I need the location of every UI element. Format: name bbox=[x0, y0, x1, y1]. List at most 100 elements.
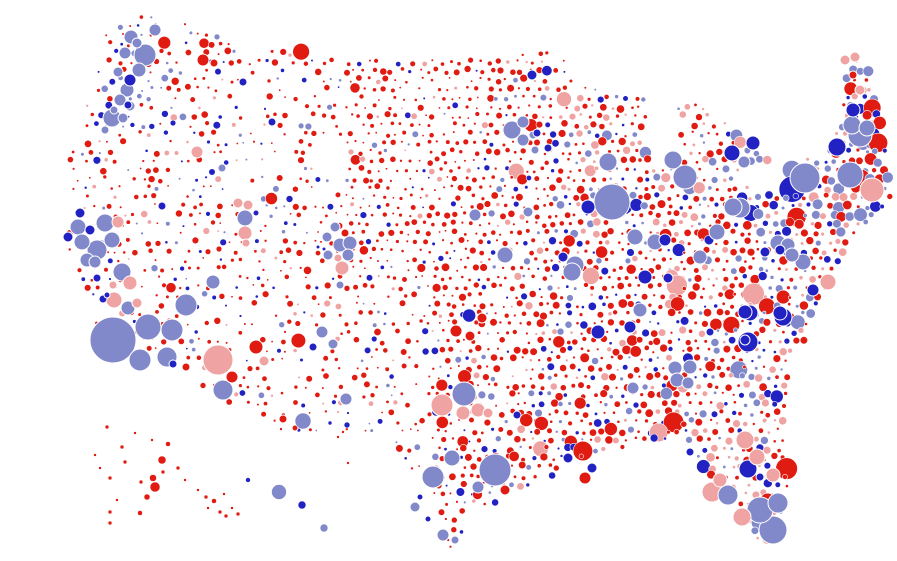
metro-bubble bbox=[712, 472, 728, 488]
county-dot bbox=[180, 202, 186, 208]
county-dot bbox=[527, 103, 531, 108]
county-dot bbox=[820, 231, 825, 237]
county-dot bbox=[410, 112, 418, 120]
county-dot bbox=[727, 455, 732, 460]
county-dot bbox=[724, 331, 729, 337]
county-dot bbox=[442, 112, 447, 116]
county-dot bbox=[308, 427, 313, 432]
county-dot bbox=[541, 222, 548, 229]
county-dot bbox=[490, 249, 496, 256]
county-dot bbox=[547, 437, 555, 445]
county-dot bbox=[445, 175, 449, 179]
county-dot bbox=[197, 106, 202, 110]
county-dot bbox=[861, 93, 868, 100]
county-dot bbox=[718, 371, 726, 379]
county-dot bbox=[476, 277, 481, 282]
county-dot bbox=[292, 240, 298, 246]
county-dot bbox=[683, 228, 692, 237]
county-dot bbox=[528, 290, 537, 298]
county-dot bbox=[455, 269, 459, 273]
county-dot bbox=[184, 48, 192, 56]
county-dot bbox=[420, 187, 425, 192]
county-dot bbox=[575, 375, 579, 380]
county-dot bbox=[653, 371, 662, 379]
county-dot bbox=[96, 70, 101, 74]
county-dot bbox=[569, 362, 577, 371]
metro-bubble bbox=[772, 305, 788, 321]
county-dot bbox=[533, 256, 539, 262]
county-dot bbox=[569, 330, 574, 335]
county-dot bbox=[122, 250, 127, 255]
county-dot bbox=[774, 374, 780, 380]
county-dot bbox=[634, 275, 639, 280]
county-dot bbox=[85, 193, 90, 199]
county-dot bbox=[581, 430, 587, 436]
county-dot bbox=[527, 340, 531, 345]
county-dot bbox=[195, 354, 202, 361]
county-dot bbox=[690, 130, 695, 134]
county-dot bbox=[561, 429, 568, 436]
county-dot bbox=[185, 355, 191, 361]
county-dot bbox=[464, 104, 470, 110]
county-dot bbox=[570, 383, 576, 389]
county-dot bbox=[505, 385, 511, 390]
county-dot bbox=[730, 267, 738, 275]
county-dot bbox=[541, 367, 545, 372]
metro-bubble bbox=[237, 225, 253, 241]
county-dot bbox=[493, 96, 499, 102]
county-dot bbox=[474, 344, 483, 352]
county-dot bbox=[297, 122, 305, 130]
county-dot bbox=[383, 110, 392, 118]
county-dot bbox=[321, 206, 325, 210]
county-dot bbox=[480, 284, 487, 290]
county-dot bbox=[458, 293, 467, 302]
county-dot bbox=[234, 285, 239, 290]
county-dot bbox=[273, 150, 277, 154]
county-dot bbox=[811, 198, 824, 210]
county-dot bbox=[369, 428, 374, 433]
county-dot bbox=[701, 390, 709, 397]
county-dot bbox=[562, 392, 568, 398]
county-dot bbox=[221, 263, 227, 270]
hawaii-dot bbox=[343, 421, 351, 429]
county-dot bbox=[144, 240, 152, 248]
county-dot bbox=[355, 74, 363, 82]
county-dot bbox=[446, 373, 451, 378]
county-dot bbox=[363, 266, 367, 270]
county-dot bbox=[620, 247, 625, 252]
county-dot bbox=[153, 258, 158, 262]
county-dot bbox=[174, 60, 179, 65]
county-dot bbox=[270, 49, 275, 54]
county-dot bbox=[533, 138, 541, 147]
metro-bubble bbox=[327, 338, 339, 350]
county-dot bbox=[599, 389, 608, 398]
county-dot bbox=[459, 529, 464, 535]
county-dot bbox=[377, 274, 381, 278]
county-dot bbox=[128, 24, 132, 28]
county-dot bbox=[400, 66, 405, 72]
county-dot bbox=[351, 196, 355, 200]
county-dot bbox=[349, 82, 361, 94]
county-dot bbox=[263, 224, 268, 228]
county-dot bbox=[313, 94, 317, 98]
county-dot bbox=[455, 447, 459, 451]
county-dot bbox=[546, 362, 555, 371]
county-dot bbox=[623, 112, 628, 117]
county-dot bbox=[506, 84, 515, 93]
county-dot bbox=[639, 357, 644, 362]
county-dot bbox=[568, 112, 577, 121]
county-dot bbox=[434, 210, 441, 217]
county-dot bbox=[263, 107, 267, 111]
county-dot bbox=[308, 411, 312, 415]
county-dot bbox=[600, 372, 610, 382]
county-dot bbox=[497, 426, 504, 433]
county-dot bbox=[113, 48, 119, 54]
county-dot bbox=[517, 86, 521, 90]
county-dot bbox=[678, 325, 687, 335]
metro-bubble bbox=[450, 535, 460, 545]
county-dot bbox=[687, 277, 693, 283]
metro-bubble bbox=[340, 228, 350, 238]
county-dot bbox=[881, 171, 894, 184]
county-dot bbox=[303, 60, 309, 67]
county-dot bbox=[698, 310, 703, 316]
